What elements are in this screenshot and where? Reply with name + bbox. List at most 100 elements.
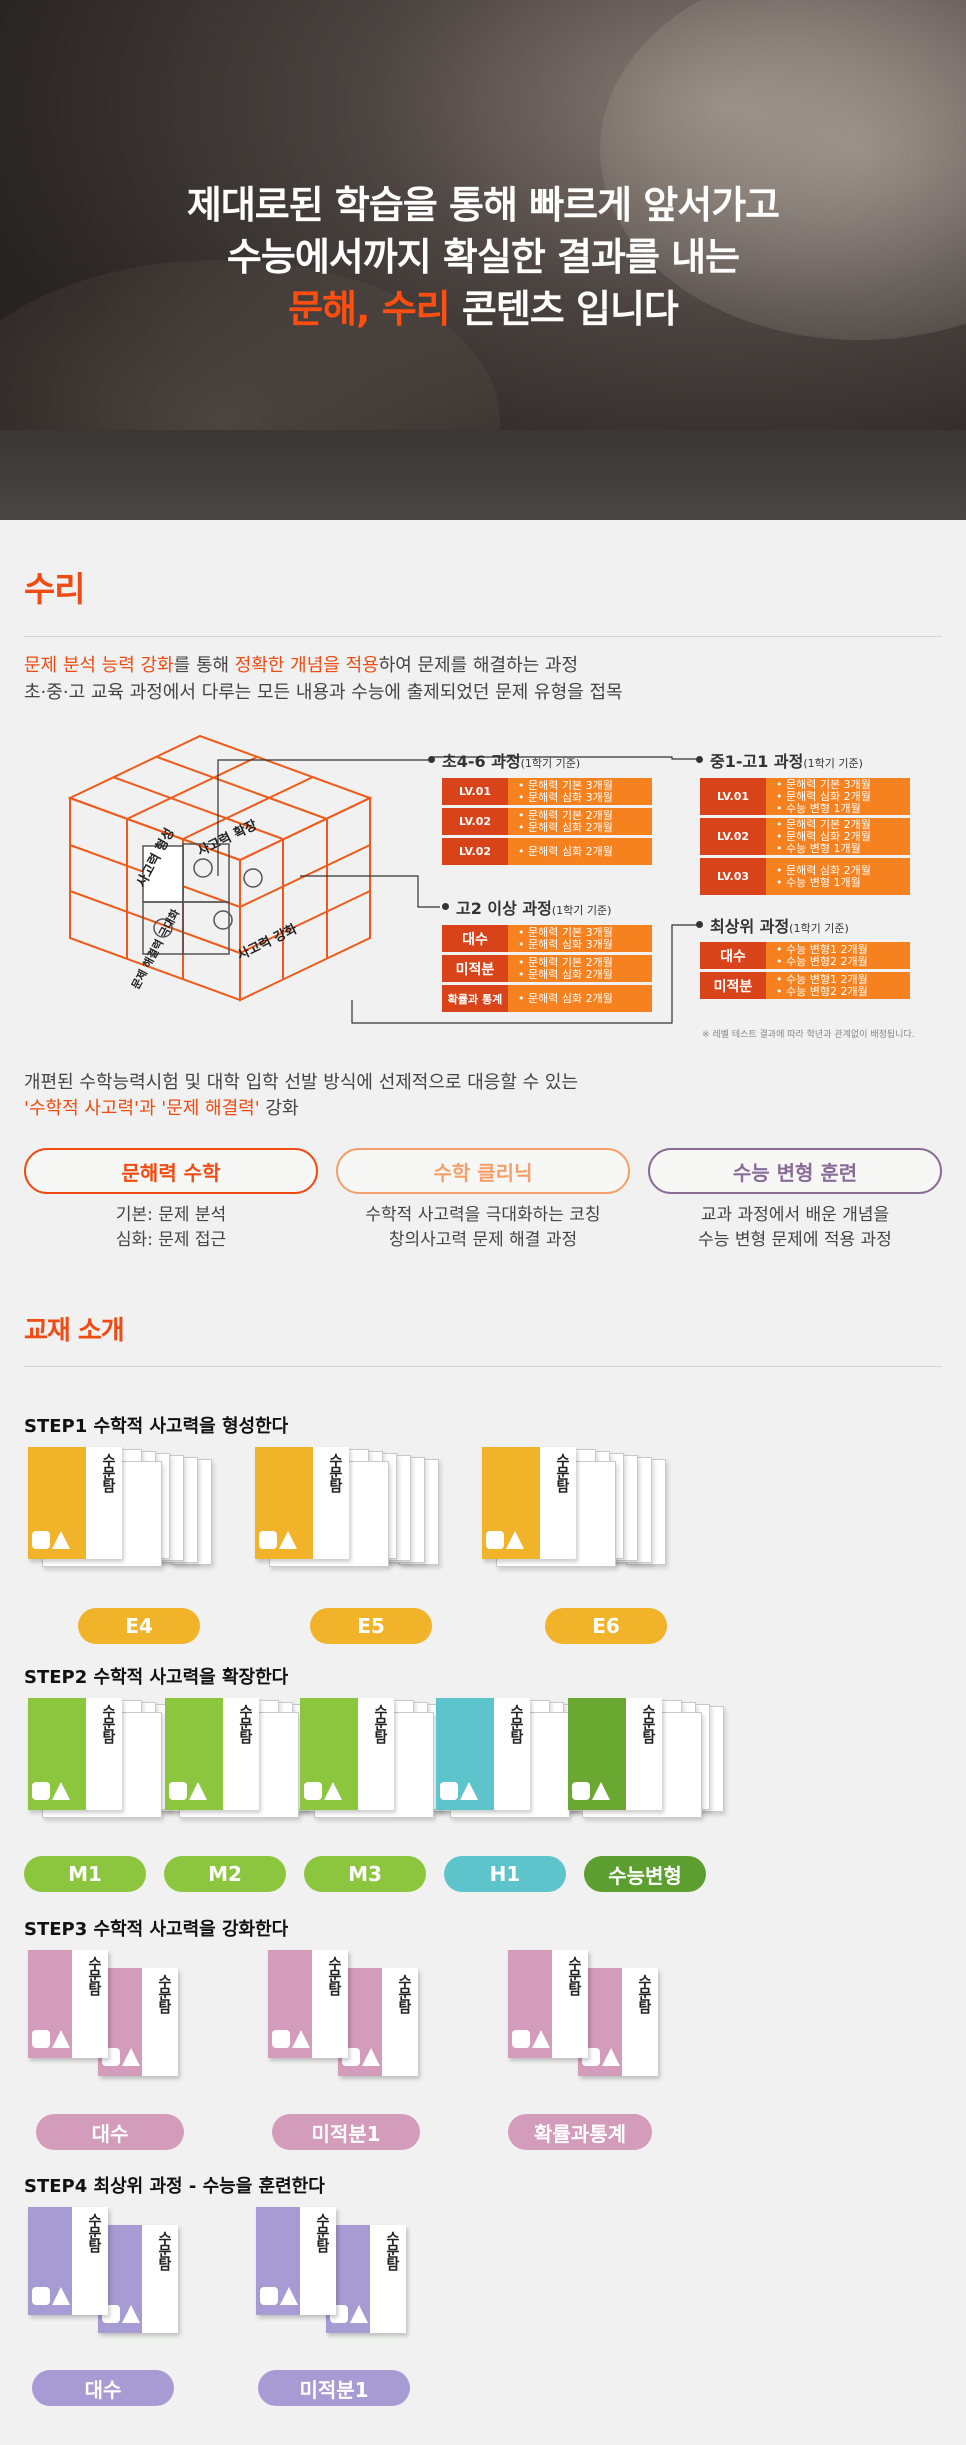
level-note: ※ 레벨 테스트 결과에 따라 학년과 관계없이 배정됩니다. bbox=[702, 1030, 915, 1040]
book-icon bbox=[350, 2305, 368, 2323]
hero-banner: 제대로된 학습을 통해 빠르게 앞서가고 수능에서까지 확실한 결과를 내는 문… bbox=[0, 0, 966, 520]
divider bbox=[24, 1366, 942, 1367]
book-cover: 수문탐 bbox=[28, 1950, 108, 2058]
book-icon bbox=[460, 1782, 478, 1800]
course-desc-line: • 문해력 심화 2개월 bbox=[776, 829, 871, 843]
book-title: 수문탐 bbox=[554, 1453, 570, 1492]
book-cover: 수문탐 bbox=[482, 1447, 576, 1559]
book-icon bbox=[122, 2048, 140, 2066]
book-cover: 수문탐 bbox=[28, 2207, 108, 2315]
course-desc: • 문해력 기본 3개월 • 문해력 심화 3개월 bbox=[508, 778, 652, 805]
course-row: 미적분 • 수능 변형1 2개월 • 수능 변형2 2개월 bbox=[700, 972, 910, 999]
program-desc-line: 심화: 문제 접근 bbox=[115, 1230, 227, 1250]
book-icon bbox=[572, 1782, 590, 1800]
book-title: 수문탐 bbox=[156, 2231, 172, 2270]
course-desc: • 수능 변형1 2개월 • 수능 변형2 2개월 bbox=[766, 942, 910, 969]
book-icon bbox=[52, 1531, 70, 1549]
book-icon bbox=[259, 1531, 277, 1549]
book-cover: 수문탐 bbox=[578, 1968, 658, 2076]
book-icon bbox=[272, 2030, 290, 2048]
book-title: 수문탐 bbox=[326, 1956, 342, 1995]
grade-tag: H1 bbox=[444, 1856, 566, 1892]
course-row: 대수 • 문해력 기본 3개월 • 문해력 심화 3개월 bbox=[442, 925, 652, 952]
course-title-middle: 중1-고1 과정(1학기 기준) bbox=[710, 748, 863, 772]
course-dot bbox=[428, 756, 435, 763]
course-title-top: 최상위 과정(1학기 기준) bbox=[710, 913, 849, 937]
book-cover: 수문탐 bbox=[28, 1698, 122, 1810]
grade-tag: 미적분1 bbox=[258, 2370, 410, 2406]
program-desc-line: 창의사고력 문제 해결 과정 bbox=[388, 1230, 578, 1250]
grade-tag: M1 bbox=[24, 1856, 146, 1892]
book-title: 수문탐 bbox=[100, 1453, 116, 1492]
book-cover: 수문탐 bbox=[508, 1950, 588, 2058]
course-title-high: 고2 이상 과정(1학기 기준) bbox=[442, 895, 611, 919]
course-row: 확률과 통계 • 문해력 심화 2개월 bbox=[442, 985, 652, 1012]
book-title: 수문탐 bbox=[384, 2231, 400, 2270]
program-desc: 교과 과정에서 배운 개념을 수능 변형 문제에 적용 과정 bbox=[648, 1203, 942, 1253]
course-level: LV.01 bbox=[700, 778, 766, 815]
book-title: 수문탐 bbox=[86, 1956, 102, 1995]
course-level: LV.02 bbox=[700, 818, 766, 855]
course-level: 미적분 bbox=[700, 972, 766, 999]
book-cover: 수문탐 bbox=[255, 1447, 349, 1559]
program-desc-line: 기본: 문제 분석 bbox=[115, 1205, 227, 1225]
step-title: STEP1 수학적 사고력을 형성한다 bbox=[24, 1416, 289, 1437]
book-title: 수문탐 bbox=[237, 1704, 253, 1743]
step-title: STEP2 수학적 사고력을 확장한다 bbox=[24, 1667, 289, 1688]
course-level: 미적분 bbox=[442, 955, 508, 982]
course-desc-line: • 수능 변형 1개월 bbox=[776, 801, 861, 815]
book-icon bbox=[32, 2030, 50, 2048]
grade-tag: E4 bbox=[78, 1608, 200, 1644]
book-title: 수문탐 bbox=[372, 1704, 388, 1743]
hero-line-2: 수능에서까지 확실한 결과를 내는 bbox=[226, 235, 740, 279]
book-icon bbox=[532, 2030, 550, 2048]
course-level: LV.02 bbox=[442, 808, 508, 835]
book-icon bbox=[440, 1782, 458, 1800]
math-intro-line-2: 초·중·고 교육 과정에서 다루는 모든 내용과 수능에 출제되었던 문제 유형… bbox=[24, 682, 623, 703]
grade-tag: E6 bbox=[545, 1608, 667, 1644]
course-desc-line: • 문해력 기본 2개월 bbox=[776, 817, 871, 831]
course-name: 최상위 과정 bbox=[710, 917, 790, 936]
book-icon bbox=[324, 1782, 342, 1800]
book-icon bbox=[304, 1782, 322, 1800]
course-desc: • 문해력 기본 2개월 • 문해력 심화 2개월 • 수능 변형 1개월 bbox=[766, 818, 910, 855]
course-row: LV.01 • 문해력 기본 3개월 • 문해력 심화 3개월 bbox=[442, 778, 652, 805]
program-desc-line: 수학적 사고력을 극대화하는 코칭 bbox=[365, 1205, 601, 1225]
course-desc-line: • 문해력 심화 3개월 bbox=[518, 790, 613, 804]
book-icon bbox=[32, 2287, 50, 2305]
grade-tag: E5 bbox=[310, 1608, 432, 1644]
course-row: LV.01 • 문해력 기본 3개월 • 문해력 심화 2개월 • 수능 변형 1개월 bbox=[700, 778, 910, 815]
book-icon bbox=[189, 1782, 207, 1800]
book-title: 수문탐 bbox=[156, 1974, 172, 2013]
hero-highlight: 문해, 수리 bbox=[288, 287, 451, 331]
grade-tag: 수능변형 bbox=[584, 1856, 706, 1892]
book-icon bbox=[292, 2030, 310, 2048]
course-desc-line: • 문해력 심화 3개월 bbox=[518, 937, 613, 951]
course-level: LV.02 bbox=[442, 838, 508, 865]
course-level: 대수 bbox=[442, 925, 508, 952]
book-icon bbox=[260, 2287, 278, 2305]
course-desc-line: • 문해력 심화 2개월 bbox=[776, 863, 871, 877]
book-title: 수문탐 bbox=[566, 1956, 582, 1995]
math-lead-line-1: 개편된 수학능력시험 및 대학 입학 선발 방식에 선제적으로 대응할 수 있는 bbox=[24, 1072, 579, 1093]
course-desc: • 문해력 심화 2개월 bbox=[508, 838, 652, 865]
book-title: 수문탐 bbox=[508, 1704, 524, 1743]
course-dot bbox=[442, 903, 449, 910]
grade-tag: 확률과통계 bbox=[508, 2114, 652, 2150]
course-dot bbox=[696, 756, 703, 763]
course-desc-line: • 문해력 기본 2개월 bbox=[518, 808, 613, 822]
course-sub: (1학기 기준) bbox=[551, 904, 612, 917]
course-desc: • 문해력 기본 3개월 • 문해력 심화 3개월 bbox=[508, 925, 652, 952]
book-cover: 수문탐 bbox=[300, 1698, 394, 1810]
grade-tag: M2 bbox=[164, 1856, 286, 1892]
course-level: LV.03 bbox=[700, 858, 766, 895]
intro-highlight-2: 정확한 개념을 적용 bbox=[234, 655, 379, 676]
program-pill: 수학 클리닉 bbox=[336, 1148, 630, 1194]
book-icon bbox=[602, 2048, 620, 2066]
course-row: LV.03 • 문해력 심화 2개월 • 수능 변형 1개월 bbox=[700, 858, 910, 895]
course-desc-line: • 문해력 심화 2개월 bbox=[518, 967, 613, 981]
course-row: LV.02 • 문해력 기본 2개월 • 문해력 심화 2개월 • 수능 변형 1개월 bbox=[700, 818, 910, 855]
course-sub: (1학기 기준) bbox=[803, 757, 863, 770]
course-desc: • 문해력 심화 2개월 • 수능 변형 1개월 bbox=[766, 858, 910, 895]
